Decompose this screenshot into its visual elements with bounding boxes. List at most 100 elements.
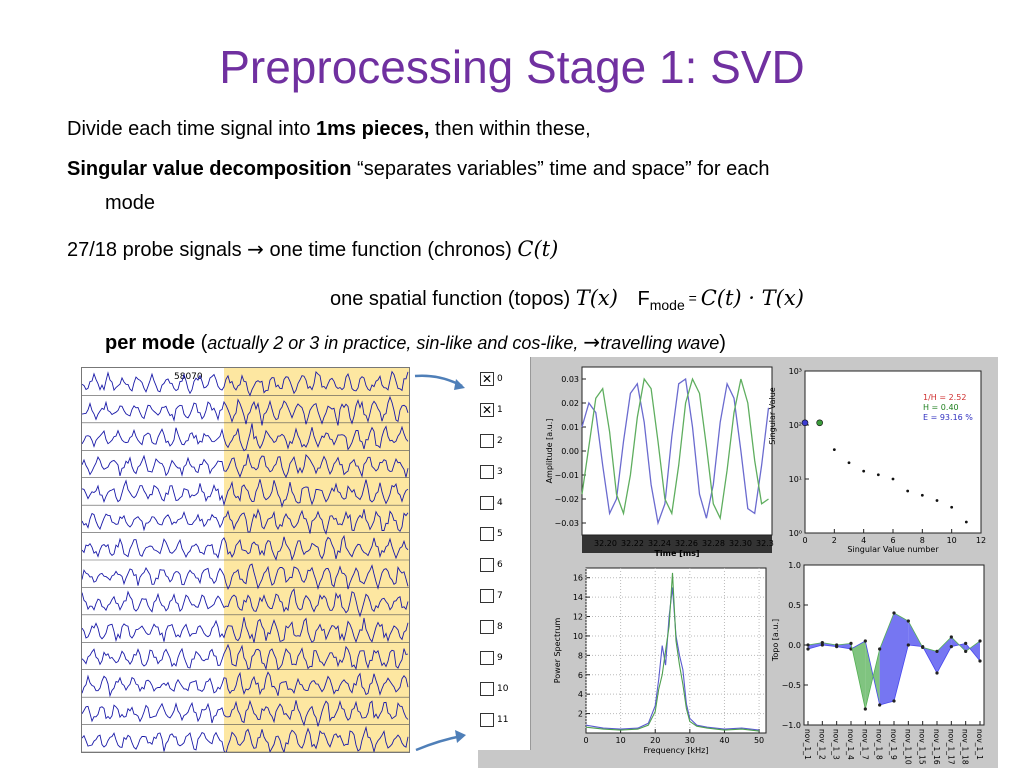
x-tick-label: 30 — [685, 736, 695, 745]
x-tick-label: 8 — [920, 536, 925, 545]
checkbox[interactable] — [480, 434, 494, 448]
signal-trace — [82, 479, 409, 509]
signal-trace — [82, 699, 409, 727]
bullet-italic: actually 2 or 3 in practice, sin-like an… — [207, 333, 584, 353]
topos-fill-region — [808, 642, 823, 649]
singular-value-point — [862, 469, 866, 473]
mode-checkbox-row[interactable]: ✕ 1 — [480, 402, 503, 418]
y-tick-label: 2 — [578, 710, 583, 719]
shot-number-label: 58070 — [174, 372, 203, 382]
x-axis-label: Singular Value number — [847, 545, 939, 554]
bullet-topos: one spatial function (topos) T(x) Fmode … — [330, 286, 804, 317]
mode-checkbox-row[interactable]: 7 — [480, 588, 503, 604]
checkbox[interactable] — [480, 651, 494, 665]
singular-value-point — [906, 489, 910, 493]
mode-checkbox-row[interactable]: 9 — [480, 650, 503, 666]
probe-signals-image: 58070 — [81, 367, 410, 753]
x-tick-label: 32.3 — [756, 539, 774, 548]
mode-checkbox-row[interactable]: 3 — [480, 464, 503, 480]
signal-trace — [82, 453, 409, 479]
singular-value-point — [876, 473, 880, 477]
topos-point — [949, 635, 953, 639]
signal-trace — [82, 508, 409, 535]
topos-point — [806, 647, 810, 651]
y-tick-label: 10⁰ — [789, 529, 802, 538]
checkbox[interactable] — [480, 558, 494, 572]
topos-point — [978, 659, 982, 663]
x-tick-label: nov_1_15 — [918, 729, 927, 765]
mode-checkbox-row[interactable]: 6 — [480, 557, 503, 573]
x-tick-label: 4 — [861, 536, 866, 545]
y-axis-label: Amplitude [a.u.] — [545, 419, 554, 484]
bullet-emphasis: per mode — [105, 332, 196, 354]
mode-checkbox-row[interactable]: 2 — [480, 433, 503, 449]
probe-signals-plot: 58070 — [82, 368, 409, 752]
signal-trace — [82, 588, 409, 618]
f-mode-subscript: mode — [649, 297, 685, 313]
signal-trace — [82, 395, 409, 426]
checkbox[interactable] — [480, 465, 494, 479]
x-tick-label: 40 — [719, 736, 729, 745]
mode-checkbox-row[interactable]: ✕ 0 — [480, 371, 503, 387]
bullet-text: 27/18 probe signals — [67, 239, 248, 261]
mode-checkbox-row[interactable]: 4 — [480, 495, 503, 511]
mode-checkbox-row[interactable]: 8 — [480, 619, 503, 635]
x-tick-label: 32.26 — [675, 539, 698, 548]
checkbox[interactable] — [480, 527, 494, 541]
topos-point — [921, 645, 925, 649]
x-tick-label: nov_1_3 — [832, 729, 841, 760]
signal-trace — [82, 725, 409, 752]
mode-number-label: 4 — [497, 498, 503, 508]
y-axis-label: Power Spectrum — [553, 618, 562, 684]
checkbox[interactable] — [480, 682, 494, 696]
topos-point — [949, 645, 953, 649]
topos-fill-region — [937, 637, 952, 673]
topos-point — [906, 643, 910, 647]
y-tick-label: 0.0 — [788, 641, 801, 650]
x-tick-label: 10 — [947, 536, 957, 545]
y-tick-label: 10 — [573, 632, 583, 641]
signal-trace — [82, 534, 409, 561]
bullet-svd: Singular value decomposition “separates … — [67, 157, 769, 181]
checkbox[interactable] — [480, 713, 494, 727]
svd-gui-screenshot: ✕ 0 ✕ 1 2 3 4 5 6 7 8 9 10 11 0.03 0.02 0.01 0.00 −0.01 −0… — [478, 357, 998, 768]
equals-sign: = — [684, 290, 701, 306]
mode-checkbox-row[interactable]: 10 — [480, 681, 508, 697]
checkbox[interactable] — [480, 589, 494, 603]
bullet-emphasis: Singular value decomposition — [67, 158, 352, 180]
checkbox[interactable] — [480, 496, 494, 510]
mode-selector-panel: ✕ 0 ✕ 1 2 3 4 5 6 7 8 9 10 11 — [478, 357, 531, 750]
topos-point — [935, 649, 939, 653]
mode-number-label: 0 — [497, 374, 503, 384]
x-tick-label: 0 — [583, 736, 588, 745]
signal-trace — [82, 370, 409, 397]
bullet-italic: travelling wave — [600, 333, 720, 353]
y-tick-label: −0.01 — [554, 471, 579, 480]
y-tick-label: 16 — [573, 574, 583, 583]
topos-point — [863, 707, 867, 711]
x-tick-label: nov_1_8 — [875, 729, 884, 760]
x-tick-label: 32.22 — [621, 539, 644, 548]
topos-fill-region — [879, 613, 894, 705]
bullet-time-signal: Divide each time signal into 1ms pieces,… — [67, 117, 591, 141]
chronos-symbol: C(t) — [517, 237, 559, 261]
checkbox[interactable] — [480, 620, 494, 634]
topos-point — [878, 703, 882, 707]
y-tick-label: 10¹ — [789, 475, 802, 484]
y-axis-label: Topo [a.u.] — [771, 619, 780, 662]
signal-trace — [82, 617, 409, 644]
topos-point — [964, 641, 968, 645]
statistics-annotation: H = 0.40 — [923, 403, 959, 412]
singular-value-point — [891, 477, 895, 481]
mode-checkbox-row[interactable]: 5 — [480, 526, 503, 542]
topos-fill-region — [922, 646, 937, 673]
mode-checkbox-row[interactable]: 11 — [480, 712, 508, 728]
topos-point — [820, 641, 824, 645]
checked-checkbox[interactable]: ✕ — [480, 372, 494, 386]
topos-point — [849, 641, 853, 645]
statistics-annotation: 1/H = 2.52 — [923, 393, 966, 402]
mode-number-label: 8 — [497, 622, 503, 632]
checked-checkbox[interactable]: ✕ — [480, 403, 494, 417]
x-tick-label: nov_1_18 — [961, 729, 970, 765]
singular-value-point — [801, 419, 809, 427]
